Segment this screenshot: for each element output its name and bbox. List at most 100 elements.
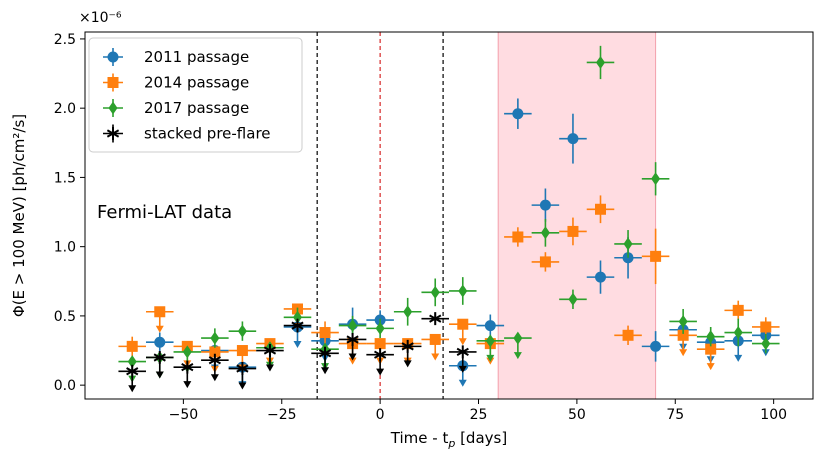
data-point <box>338 315 367 336</box>
marker <box>401 339 414 353</box>
marker <box>677 329 689 341</box>
data-point <box>586 260 615 294</box>
marker <box>208 353 221 367</box>
marker <box>512 108 524 120</box>
upper-limit-arrow <box>513 352 522 360</box>
data-point <box>311 346 339 375</box>
upper-limit-arrow <box>128 385 137 393</box>
axis-ticks: −50 −25 0 25 50 75 100 0.0 0.5 1.0 1.5 2.0 2.5 <box>54 32 787 423</box>
marker <box>651 172 661 186</box>
marker <box>154 336 166 348</box>
data-point <box>366 348 394 376</box>
data-point <box>641 331 670 362</box>
data-point <box>641 228 670 285</box>
data-point <box>338 332 367 361</box>
data-point <box>173 360 202 389</box>
marker <box>596 55 606 69</box>
data-point <box>531 188 560 222</box>
marker <box>622 329 634 341</box>
series-stacked-pre-flare <box>118 312 477 393</box>
marker <box>210 331 220 345</box>
marker <box>375 321 385 335</box>
x-tick-label: 50 <box>568 407 586 423</box>
upper-limit-arrow <box>321 367 330 375</box>
marker <box>567 225 579 237</box>
marker <box>209 346 221 358</box>
marker <box>154 306 166 318</box>
marker <box>236 345 248 357</box>
legend-entry: 2011 passage <box>103 48 249 66</box>
legend-label: stacked pre-flare <box>144 125 271 143</box>
marker <box>540 226 550 240</box>
data-point <box>752 333 780 354</box>
marker <box>182 345 192 359</box>
data-point <box>118 336 146 357</box>
data-point <box>145 332 174 352</box>
upper-limit-arrow <box>348 353 357 361</box>
data-point <box>228 362 257 390</box>
marker <box>457 318 469 330</box>
data-point <box>393 339 422 368</box>
data-point <box>752 317 780 337</box>
y-tick-label: 2.5 <box>54 32 76 48</box>
data-point <box>504 331 532 360</box>
data-point <box>559 113 587 164</box>
marker <box>484 320 496 332</box>
upper-limit-arrow <box>183 381 192 389</box>
data-point <box>145 306 174 333</box>
marker <box>706 330 716 344</box>
data-point <box>504 227 532 247</box>
data-point <box>201 328 229 348</box>
marker <box>374 338 386 350</box>
reference-lines <box>316 32 444 399</box>
y-scale-label: ×10⁻⁶ <box>79 10 122 26</box>
marker <box>346 332 359 346</box>
x-tick-label: 100 <box>760 407 787 423</box>
data-point <box>614 230 642 258</box>
data-series <box>118 45 780 393</box>
axes-frame <box>84 31 814 400</box>
marker <box>236 362 249 376</box>
upper-limit-arrow <box>155 325 164 333</box>
marker <box>127 355 137 369</box>
data-point <box>145 350 174 379</box>
fermi-lat-annotation: Fermi-LAT data <box>97 202 232 223</box>
y-axis-label: Φ(E > 100 MeV) [ph/cm²/s] <box>10 114 28 317</box>
legend: 2011 passage 2014 passage 2017 passage stac… <box>88 37 303 153</box>
data-point <box>696 343 725 371</box>
flare-shaded-region <box>497 31 657 400</box>
upper-limit-arrow <box>265 364 274 372</box>
x-tick-label: 75 <box>666 407 684 423</box>
data-point <box>724 300 753 321</box>
data-point <box>669 329 697 357</box>
x-tick-label: 0 <box>376 407 385 423</box>
marker <box>126 340 138 352</box>
legend-label: 2017 passage <box>144 99 249 117</box>
legend-marker <box>106 127 120 140</box>
marker <box>318 346 332 360</box>
legend-label: 2011 passage <box>144 48 249 66</box>
data-point <box>696 326 725 347</box>
upper-limit-arrow <box>403 360 412 368</box>
marker <box>705 343 717 355</box>
x-tick-label: −25 <box>267 407 297 423</box>
legend-marker <box>107 77 119 88</box>
data-point <box>449 345 477 373</box>
upper-limit-arrow <box>376 368 385 376</box>
data-point <box>641 162 670 196</box>
data-point <box>449 277 477 305</box>
marker <box>595 203 607 215</box>
data-point <box>421 333 449 361</box>
data-point <box>531 218 560 247</box>
data-point <box>256 344 284 372</box>
data-point <box>476 334 505 362</box>
data-point <box>724 318 753 347</box>
data-point <box>449 318 477 346</box>
data-point <box>559 289 587 309</box>
x-tick-label: −50 <box>169 407 199 423</box>
data-point <box>421 312 449 326</box>
upper-limit-arrow <box>210 374 219 382</box>
x-axis-label: Time - tp [days] <box>390 429 507 450</box>
marker <box>732 304 744 316</box>
